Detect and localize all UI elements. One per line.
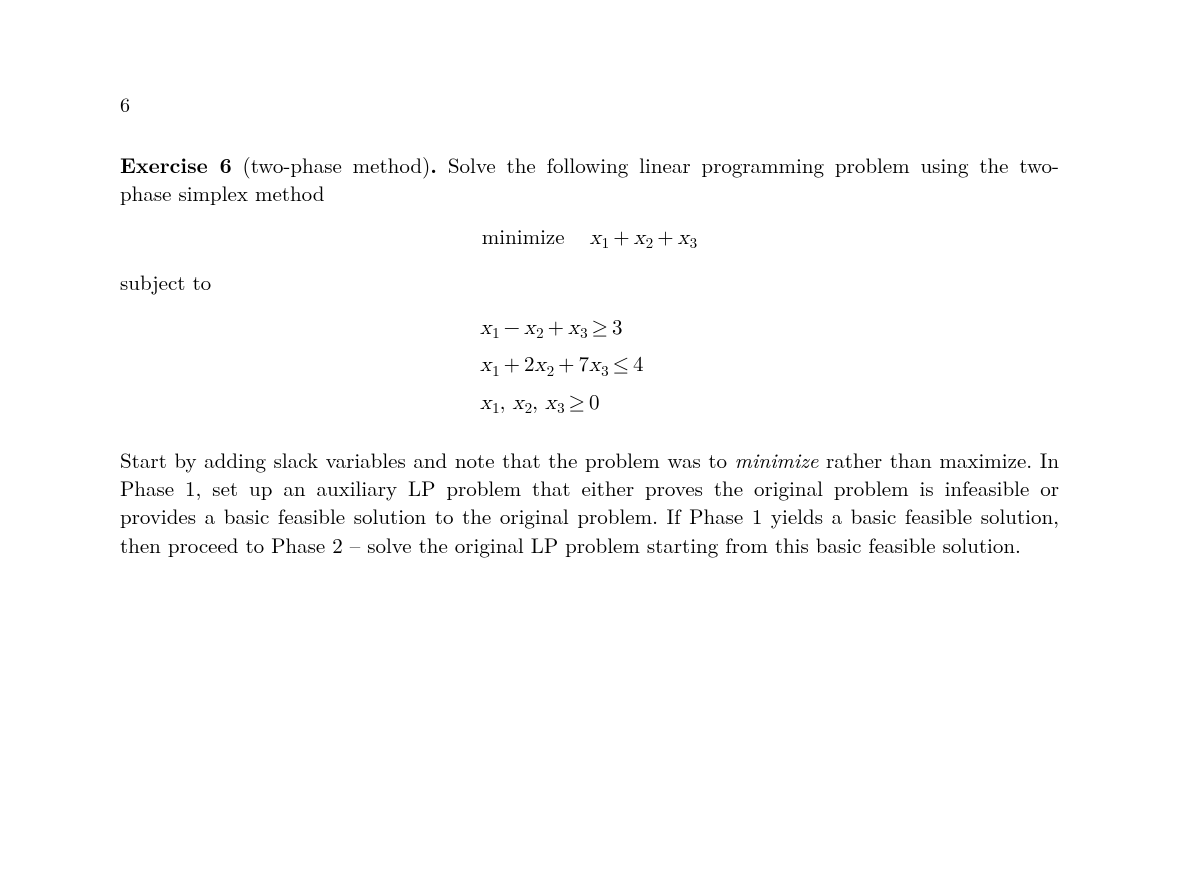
objective-expression: x1+x2+x3 — [590, 228, 698, 249]
subject-to: subject to — [120, 268, 1059, 296]
minimize-word: minimize — [482, 222, 565, 250]
body-emphasis: minimize — [735, 445, 819, 475]
exercise-block: Exercise 6 (two-phase method). Solve the… — [120, 151, 1059, 208]
constraints-block: x1−x2+x3≥3 x1+2x2+7x3≤4 x1, x2, x3≥0 — [480, 315, 1059, 420]
page-number: 6 — [120, 90, 1059, 117]
constraint-3: x1, x2, x3≥0 — [480, 390, 1059, 420]
objective-line: minimize x1+x2+x3 — [120, 222, 1059, 255]
exercise-subtitle: (two-phase method). — [243, 150, 448, 180]
exercise-body: Start by adding slack variables and note… — [120, 446, 1059, 559]
page-content: 6 Exercise 6 (two-phase method). Solve t… — [0, 0, 1179, 599]
exercise-label: Exercise 6 — [120, 150, 232, 180]
constraint-2: x1+2x2+7x3≤4 — [480, 352, 1059, 382]
body-pre: Start by adding slack variables and note… — [120, 445, 735, 475]
constraint-1: x1−x2+x3≥3 — [480, 315, 1059, 345]
